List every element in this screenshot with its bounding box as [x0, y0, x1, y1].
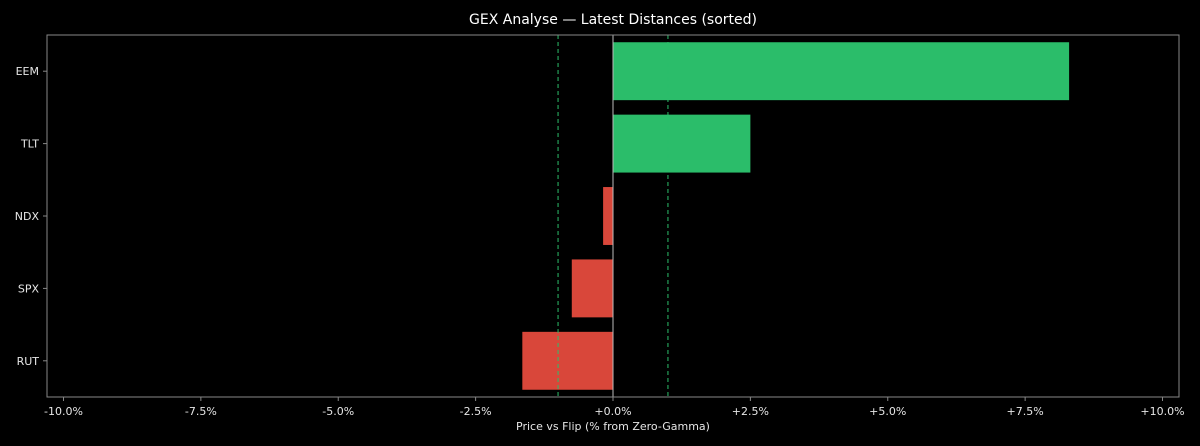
y-tick-label-ndx: NDX [15, 210, 40, 223]
bar-rut [522, 331, 613, 390]
bar-tlt [613, 114, 751, 173]
y-tick-label-eem: EEM [16, 65, 39, 78]
x-tick-label: -7.5% [185, 405, 217, 418]
x-tick-label: -10.0% [44, 405, 83, 418]
x-tick-label: -5.0% [322, 405, 354, 418]
x-tick-label: -2.5% [460, 405, 492, 418]
bar-spx [571, 259, 613, 318]
y-tick-label-spx: SPX [18, 282, 40, 295]
chart-title: GEX Analyse — Latest Distances (sorted) [469, 12, 757, 28]
bar-eem [613, 42, 1070, 101]
y-tick-label-rut: RUT [17, 355, 40, 368]
x-axis-label: Price vs Flip (% from Zero-Gamma) [516, 420, 710, 433]
x-tick-label: +7.5% [1007, 405, 1044, 418]
x-tick-label: +0.0% [594, 405, 631, 418]
x-tick-label: +10.0% [1140, 405, 1184, 418]
y-tick-label-tlt: TLT [20, 138, 39, 151]
x-tick-label: +5.0% [869, 405, 906, 418]
x-tick-label: +2.5% [732, 405, 769, 418]
bar-ndx [603, 187, 613, 245]
plot-area: EEM TLT NDX SPX RUT -10.0% -7.5% -5.0% -2.5% +0.0… [15, 34, 1185, 418]
